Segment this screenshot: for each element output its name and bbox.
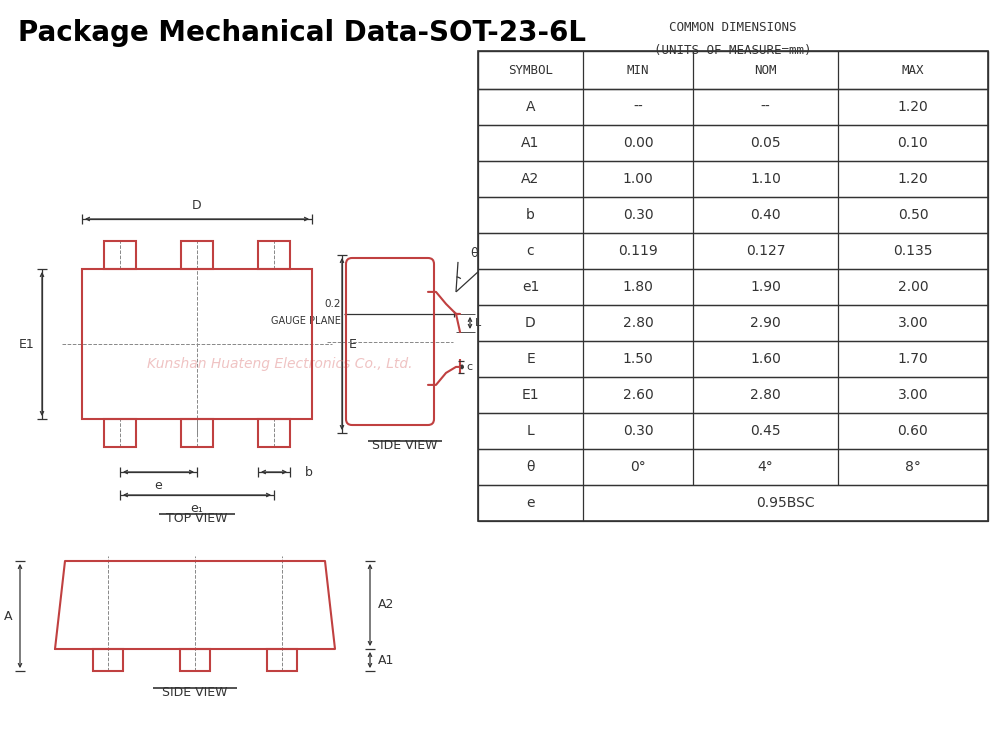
- Text: 8°: 8°: [905, 460, 921, 474]
- Bar: [104, 419, 136, 447]
- Text: e₁: e₁: [191, 502, 203, 515]
- Text: E: E: [349, 338, 357, 351]
- Text: E1: E1: [522, 388, 539, 402]
- Bar: [258, 419, 290, 447]
- Text: 0.10: 0.10: [898, 136, 928, 150]
- Text: SYMBOL: SYMBOL: [508, 64, 553, 76]
- Text: GAUGE PLANE: GAUGE PLANE: [271, 316, 341, 326]
- Text: A: A: [526, 100, 535, 114]
- Text: 0.30: 0.30: [623, 208, 653, 222]
- Bar: [82, 269, 312, 419]
- Bar: [478, 125, 988, 161]
- Text: 0.45: 0.45: [750, 424, 781, 438]
- Text: 3.00: 3.00: [898, 388, 928, 402]
- Text: A1: A1: [521, 136, 540, 150]
- Text: θ: θ: [470, 247, 478, 260]
- Bar: [93, 649, 123, 671]
- Text: 1.50: 1.50: [623, 352, 653, 366]
- Text: e1: e1: [522, 280, 539, 294]
- Bar: [478, 51, 988, 521]
- Text: b: b: [526, 208, 535, 222]
- Text: 2.80: 2.80: [750, 388, 781, 402]
- Text: 1.20: 1.20: [898, 100, 928, 114]
- Text: 1.10: 1.10: [750, 172, 781, 186]
- Bar: [478, 269, 988, 305]
- Text: 0.119: 0.119: [618, 244, 658, 258]
- Text: A2: A2: [378, 598, 394, 611]
- Text: L: L: [475, 318, 481, 328]
- Bar: [181, 419, 213, 447]
- Bar: [478, 233, 988, 269]
- Text: 0.30: 0.30: [623, 424, 653, 438]
- Text: 0.40: 0.40: [750, 208, 781, 222]
- Bar: [478, 341, 988, 377]
- Text: --: --: [761, 100, 770, 114]
- Bar: [104, 241, 136, 269]
- Bar: [478, 197, 988, 233]
- Text: MAX: MAX: [902, 64, 924, 76]
- Text: E1: E1: [19, 338, 35, 351]
- Text: 1.70: 1.70: [898, 352, 928, 366]
- Text: D: D: [525, 316, 536, 330]
- Text: E: E: [526, 352, 535, 366]
- Text: Kunshan Huateng Electronics Co., Ltd.: Kunshan Huateng Electronics Co., Ltd.: [147, 357, 413, 371]
- Text: 0.05: 0.05: [750, 136, 781, 150]
- Text: SIDE VIEW: SIDE VIEW: [162, 686, 228, 699]
- Text: 2.00: 2.00: [898, 280, 928, 294]
- Text: 0.60: 0.60: [898, 424, 928, 438]
- Text: 0.00: 0.00: [623, 136, 653, 150]
- Text: e: e: [526, 496, 535, 510]
- Text: θ: θ: [526, 460, 535, 474]
- Text: 1.20: 1.20: [898, 172, 928, 186]
- Text: 1.00: 1.00: [623, 172, 653, 186]
- Text: 1.60: 1.60: [750, 352, 781, 366]
- Text: 0.95BSC: 0.95BSC: [756, 496, 815, 510]
- Text: MIN: MIN: [627, 64, 649, 76]
- Bar: [181, 241, 213, 269]
- Text: L: L: [527, 424, 534, 438]
- Text: 0.50: 0.50: [898, 208, 928, 222]
- Text: --: --: [633, 100, 643, 114]
- Text: Package Mechanical Data-SOT-23-6L: Package Mechanical Data-SOT-23-6L: [18, 19, 586, 47]
- Bar: [478, 305, 988, 341]
- Bar: [267, 649, 297, 671]
- Bar: [258, 241, 290, 269]
- Bar: [180, 649, 210, 671]
- Text: 0°: 0°: [630, 460, 646, 474]
- Text: 3.00: 3.00: [898, 316, 928, 330]
- Text: A: A: [4, 610, 12, 622]
- Text: b: b: [305, 465, 313, 479]
- Text: c: c: [527, 244, 534, 258]
- Bar: [478, 485, 988, 521]
- Text: 0.2: 0.2: [324, 299, 341, 309]
- Text: TOP VIEW: TOP VIEW: [166, 512, 228, 525]
- Bar: [478, 377, 988, 413]
- Bar: [478, 51, 988, 89]
- Text: 0.127: 0.127: [746, 244, 785, 258]
- Text: 1.90: 1.90: [750, 280, 781, 294]
- Text: 2.60: 2.60: [623, 388, 653, 402]
- Text: A1: A1: [378, 653, 394, 667]
- Text: e: e: [155, 479, 162, 492]
- Bar: [478, 89, 988, 125]
- Text: SIDE VIEW: SIDE VIEW: [372, 439, 438, 452]
- Text: NOM: NOM: [754, 64, 777, 76]
- Text: 4°: 4°: [758, 460, 773, 474]
- Text: 1.80: 1.80: [623, 280, 653, 294]
- Text: 2.90: 2.90: [750, 316, 781, 330]
- Text: 0.135: 0.135: [893, 244, 933, 258]
- Text: COMMON DIMENSIONS: COMMON DIMENSIONS: [669, 21, 797, 34]
- Text: A2: A2: [521, 172, 540, 186]
- Text: c: c: [466, 362, 472, 372]
- Bar: [478, 449, 988, 485]
- Bar: [478, 413, 988, 449]
- Text: 2.80: 2.80: [623, 316, 653, 330]
- Text: (UNITS OF MEASURE=mm): (UNITS OF MEASURE=mm): [654, 44, 812, 57]
- Bar: [478, 161, 988, 197]
- Text: D: D: [192, 199, 202, 212]
